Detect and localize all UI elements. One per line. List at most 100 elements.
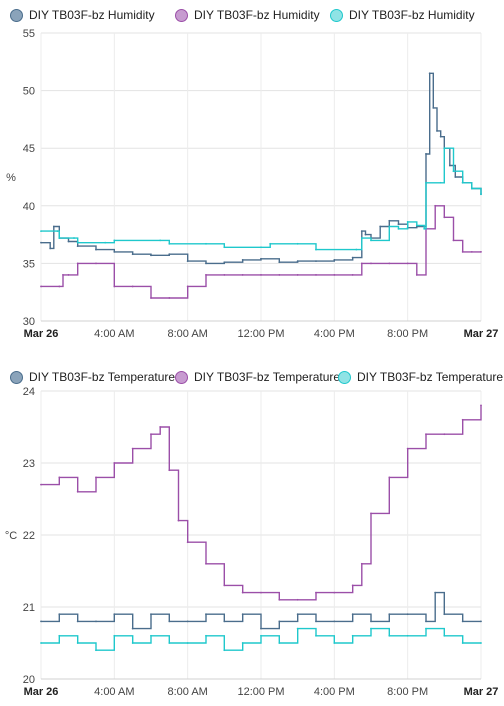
- data-point: [76, 620, 79, 623]
- data-point: [168, 620, 171, 623]
- legend-label: DIY TB03F-bz Temperature: [357, 370, 504, 384]
- data-point: [296, 274, 299, 276]
- legend-item-temperature-3[interactable]: DIY TB03F-bz Temperature: [338, 368, 503, 386]
- data-point: [439, 181, 442, 184]
- data-point: [241, 613, 244, 616]
- data-point: [461, 181, 464, 184]
- x-tick-label: 4:00 PM: [314, 328, 355, 340]
- data-point: [470, 250, 473, 253]
- data-point: [150, 613, 152, 616]
- data-point: [159, 426, 162, 428]
- legend-item-humidity-2[interactable]: DIY TB03F-bz Humidity: [175, 6, 320, 24]
- data-point: [432, 106, 435, 109]
- data-point: [95, 620, 97, 623]
- y-tick-label: 35: [23, 258, 35, 270]
- data-point: [443, 147, 446, 150]
- temperature-chart[interactable]: 20 21 22 23 24 Mar 26 4:00 AM 8:00 AM 12:00 PM 4:…: [0, 352, 504, 706]
- data-point: [333, 620, 336, 623]
- series-line-3[interactable]: [41, 147, 482, 251]
- data-point: [73, 237, 75, 239]
- data-point: [260, 591, 262, 594]
- data-point: [223, 620, 226, 623]
- data-point: [278, 274, 281, 276]
- legend-item-temperature-2[interactable]: DIY TB03F-bz Temperature: [175, 368, 340, 386]
- series-line-1[interactable]: [41, 591, 481, 630]
- data-point: [269, 242, 272, 245]
- data-point: [406, 447, 409, 450]
- data-point: [425, 627, 427, 630]
- data-point: [40, 241, 42, 244]
- y-axis-label: %: [6, 172, 16, 184]
- data-point: [351, 584, 354, 587]
- data-point: [388, 225, 391, 228]
- data-point: [315, 591, 317, 594]
- data-point: [205, 634, 207, 637]
- data-point: [406, 262, 409, 265]
- y-tick-label: 50: [23, 86, 35, 98]
- data-point: [150, 433, 152, 436]
- data-point: [434, 591, 437, 594]
- data-point: [370, 512, 372, 515]
- legend-item-humidity-1[interactable]: DIY TB03F-bz Humidity: [10, 6, 155, 24]
- data-point: [104, 241, 107, 244]
- data-point: [113, 462, 116, 464]
- legend-swatch-humidity-1: [10, 8, 23, 22]
- y-tick-label: 24: [23, 386, 35, 398]
- data-point: [406, 634, 409, 637]
- series-line-2[interactable]: [41, 405, 482, 601]
- data-point: [443, 613, 446, 616]
- x-tick-label: 4:00 AM: [94, 328, 134, 340]
- data-point: [461, 620, 464, 623]
- data-point: [278, 598, 281, 601]
- data-point: [168, 469, 171, 472]
- x-tick-label: Mar 27: [464, 686, 499, 698]
- data-point: [58, 634, 61, 637]
- data-point: [40, 230, 42, 233]
- data-point: [296, 613, 299, 616]
- y-tick-label: 22: [23, 530, 35, 542]
- data-point: [425, 181, 427, 184]
- data-point: [333, 259, 336, 261]
- data-point: [58, 285, 61, 288]
- y-tick-label: 20: [23, 674, 35, 686]
- data-point: [439, 135, 442, 138]
- data-point: [186, 620, 189, 623]
- y-axis-label: °C: [5, 530, 17, 542]
- data-point: [205, 242, 207, 245]
- data-point: [425, 153, 427, 155]
- data-point: [223, 261, 226, 264]
- data-point: [260, 627, 262, 630]
- data-point: [168, 253, 171, 256]
- data-point: [448, 164, 451, 167]
- data-point: [461, 250, 464, 253]
- series-line-1[interactable]: [41, 72, 482, 265]
- data-point: [205, 262, 207, 265]
- data-point: [452, 239, 455, 242]
- y-tick-label: 40: [23, 201, 35, 213]
- data-point: [260, 634, 262, 637]
- series-line-3[interactable]: [41, 627, 481, 651]
- data-point: [296, 627, 299, 630]
- data-point: [296, 242, 299, 245]
- data-point: [315, 620, 317, 623]
- data-point: [333, 642, 336, 644]
- data-point: [480, 620, 482, 623]
- data-point: [425, 433, 427, 436]
- data-point: [205, 274, 207, 276]
- x-tick-label: 8:00 PM: [387, 686, 428, 698]
- data-point: [388, 219, 391, 222]
- data-point: [315, 248, 317, 251]
- humidity-chart[interactable]: 30 35 40 45 50 55 Mar 26 4:00 AM 8:00 AM 12:00 PM…: [0, 0, 504, 352]
- data-point: [241, 274, 244, 276]
- data-point: [241, 642, 244, 644]
- data-point: [428, 72, 431, 75]
- data-point: [370, 262, 372, 265]
- x-tick-label: 12:00 PM: [237, 328, 284, 340]
- legend-item-temperature-1[interactable]: DIY TB03F-bz Temperature: [10, 368, 175, 386]
- data-point: [315, 274, 317, 276]
- data-point: [360, 237, 363, 239]
- temperature-legend: DIY TB03F-bz Temperature DIY TB03F-bz Te…: [0, 362, 504, 392]
- data-point: [131, 642, 134, 644]
- legend-item-humidity-3[interactable]: DIY TB03F-bz Humidity: [330, 6, 475, 24]
- data-point: [186, 260, 189, 262]
